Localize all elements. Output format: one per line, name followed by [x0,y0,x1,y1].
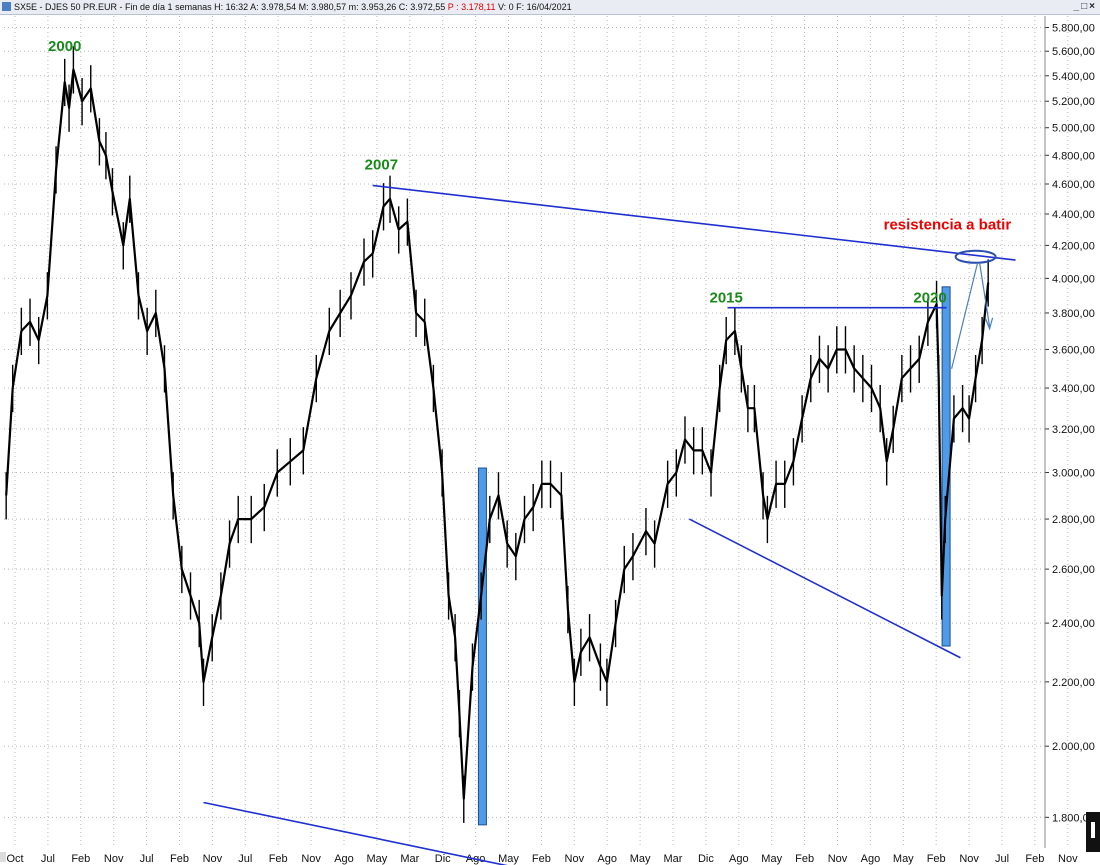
window-controls[interactable]: _□× [1073,1,1097,12]
annotation-label: 2007 [365,156,398,173]
y-tick-label: 4.800,00 [1052,150,1095,162]
window-title: SX5E - DJES 50 PR.EUR - Fin de día 1 sem… [14,2,448,12]
y-tick-label: 2.200,00 [1052,677,1095,689]
y-tick-label: 3.800,00 [1052,308,1095,320]
arrow-up [951,262,979,369]
annotation-label: 2015 [710,289,743,306]
y-tick-label: 3.400,00 [1052,383,1095,395]
highlight-bar [477,467,487,826]
y-tick-label: 2.400,00 [1052,618,1095,630]
y-tick-label: 3.000,00 [1052,468,1095,480]
x-tick-label: May [630,853,651,865]
annotation-label: 2000 [48,38,81,55]
arrow-down [979,262,991,327]
x-tick-label: Jul [41,853,55,865]
window-title-p-value: P : 3.178,11 [447,2,496,12]
trendline [203,801,508,865]
y-tick-label: 5.000,00 [1052,123,1095,135]
x-tick-label: Jul [238,853,252,865]
x-tick-label: Nov [203,853,223,865]
y-tick-label: 2.600,00 [1052,564,1095,576]
x-tick-label: Ago [861,853,881,865]
y-tick-label: 5.800,00 [1052,23,1095,35]
x-tick-label: May [893,853,914,865]
x-tick-label: Feb [927,853,946,865]
x-tick-label: Nov [1058,853,1078,865]
y-tick-label: 4.200,00 [1052,240,1095,252]
x-tick-label: Feb [269,853,288,865]
x-tick-label: May [498,853,519,865]
x-tick-label: Nov [301,853,321,865]
chart-app-icon [2,2,11,11]
y-tick-label: 1.800,00 [1052,812,1095,824]
arrow-down-head [985,317,994,331]
y-tick-label: 2.000,00 [1052,741,1095,753]
x-tick-label: Feb [71,853,90,865]
x-tick-label: Ago [597,853,617,865]
x-tick-label: Dic [698,853,714,865]
x-tick-label: Ago [729,853,749,865]
toolbar-grip-icon[interactable] [1086,812,1100,852]
x-tick-label: Mar [400,853,419,865]
window-titlebar: SX5E - DJES 50 PR.EUR - Fin de día 1 sem… [0,0,1100,15]
x-tick-label: Oct [6,853,23,865]
y-tick-label: 3.600,00 [1052,344,1095,356]
x-tick-label: Jul [995,853,1009,865]
x-tick-label: Feb [170,853,189,865]
y-tick-label: 4.400,00 [1052,209,1095,221]
x-tick-label: Nov [959,853,979,865]
x-tick-label: Dic [435,853,451,865]
y-tick-label: 5.200,00 [1052,96,1095,108]
y-tick-label: 2.800,00 [1052,514,1095,526]
x-tick-label: Ago [334,853,354,865]
resistance-ellipse [954,249,997,264]
y-tick-label: 5.400,00 [1052,71,1095,83]
annotation-label: 2020 [913,289,946,306]
annotation-label: resistencia a batir [884,217,1012,234]
x-tick-label: Feb [1025,853,1044,865]
scroll-left-icon[interactable] [0,852,6,862]
x-tick-label: Mar [664,853,683,865]
y-tick-label: 4.000,00 [1052,273,1095,285]
x-tick-label: Nov [104,853,124,865]
trendline [372,184,1016,261]
y-tick-label: 4.600,00 [1052,179,1095,191]
window-title-date: V: 0 F: 16/04/2021 [495,2,572,12]
x-tick-label: Feb [532,853,551,865]
x-tick-label: Nov [565,853,585,865]
x-tick-label: Jul [140,853,154,865]
x-tick-label: May [367,853,388,865]
x-tick-label: Nov [828,853,848,865]
trendline [688,518,961,659]
y-tick-label: 5.600,00 [1052,46,1095,58]
x-tick-label: Feb [795,853,814,865]
x-tick-label: May [761,853,782,865]
price-line [5,68,990,800]
y-tick-label: 3.200,00 [1052,424,1095,436]
